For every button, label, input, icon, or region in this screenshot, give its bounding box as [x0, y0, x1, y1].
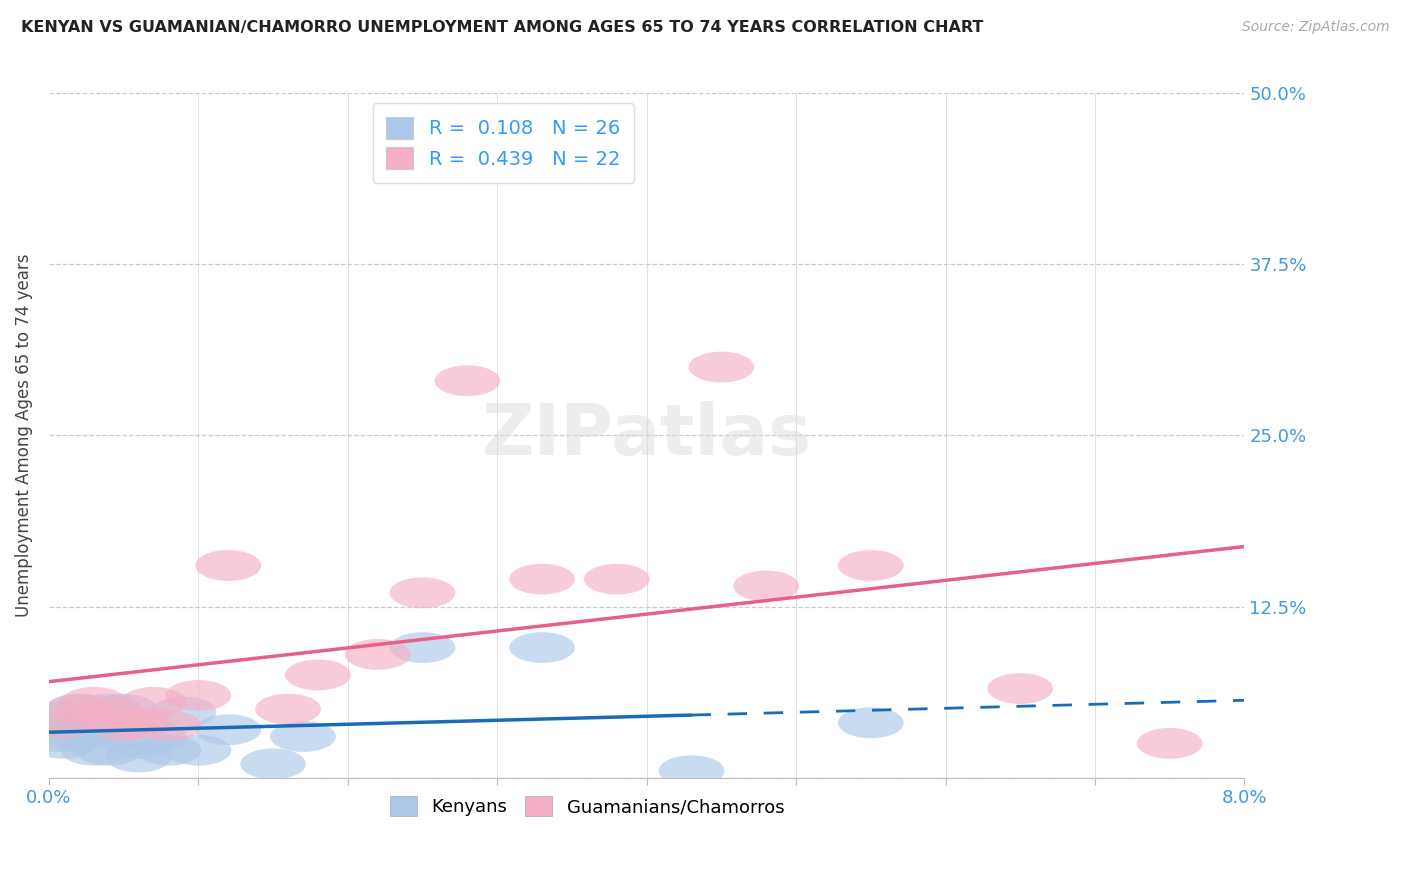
Ellipse shape	[24, 721, 90, 752]
Ellipse shape	[53, 707, 120, 739]
Ellipse shape	[31, 700, 97, 731]
Ellipse shape	[389, 632, 456, 663]
Ellipse shape	[105, 707, 172, 739]
Ellipse shape	[270, 721, 336, 752]
Ellipse shape	[135, 735, 201, 765]
Ellipse shape	[91, 710, 156, 741]
Ellipse shape	[509, 632, 575, 663]
Ellipse shape	[38, 707, 104, 739]
Ellipse shape	[838, 550, 904, 581]
Ellipse shape	[31, 707, 97, 739]
Ellipse shape	[434, 366, 501, 396]
Ellipse shape	[91, 694, 156, 724]
Ellipse shape	[389, 577, 456, 608]
Text: ZIPatlas: ZIPatlas	[482, 401, 811, 470]
Ellipse shape	[121, 721, 187, 752]
Ellipse shape	[60, 687, 127, 718]
Ellipse shape	[658, 756, 724, 786]
Ellipse shape	[76, 735, 142, 765]
Text: Source: ZipAtlas.com: Source: ZipAtlas.com	[1241, 20, 1389, 34]
Ellipse shape	[166, 680, 231, 711]
Ellipse shape	[195, 714, 262, 745]
Y-axis label: Unemployment Among Ages 65 to 74 years: Unemployment Among Ages 65 to 74 years	[15, 253, 32, 617]
Ellipse shape	[509, 564, 575, 595]
Ellipse shape	[60, 735, 127, 765]
Ellipse shape	[689, 351, 754, 383]
Ellipse shape	[60, 714, 127, 745]
Text: KENYAN VS GUAMANIAN/CHAMORRO UNEMPLOYMENT AMONG AGES 65 TO 74 YEARS CORRELATION : KENYAN VS GUAMANIAN/CHAMORRO UNEMPLOYMEN…	[21, 20, 983, 35]
Ellipse shape	[240, 748, 307, 780]
Ellipse shape	[838, 707, 904, 739]
Ellipse shape	[46, 721, 111, 752]
Ellipse shape	[734, 571, 799, 601]
Ellipse shape	[166, 735, 231, 765]
Ellipse shape	[150, 697, 217, 727]
Ellipse shape	[987, 673, 1053, 704]
Ellipse shape	[344, 639, 411, 670]
Ellipse shape	[105, 728, 172, 759]
Ellipse shape	[285, 659, 352, 690]
Ellipse shape	[135, 710, 201, 741]
Ellipse shape	[31, 728, 97, 759]
Ellipse shape	[46, 694, 111, 724]
Ellipse shape	[254, 694, 321, 724]
Ellipse shape	[1137, 728, 1202, 759]
Ellipse shape	[91, 707, 156, 739]
Ellipse shape	[195, 550, 262, 581]
Ellipse shape	[46, 694, 111, 724]
Ellipse shape	[583, 564, 650, 595]
Ellipse shape	[105, 741, 172, 772]
Legend: Kenyans, Guamanians/Chamorros: Kenyans, Guamanians/Chamorros	[382, 789, 792, 823]
Ellipse shape	[121, 687, 187, 718]
Ellipse shape	[76, 700, 142, 731]
Ellipse shape	[76, 694, 142, 724]
